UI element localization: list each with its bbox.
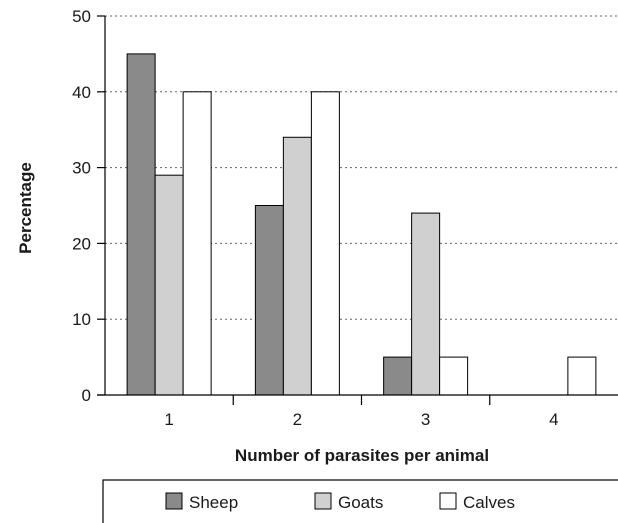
legend-box (102, 479, 618, 523)
legend-swatch-goats (314, 492, 332, 510)
x-tick-label: 2 (293, 410, 302, 429)
bar-calves-2 (310, 91, 340, 396)
legend-label-goats: Goats (338, 493, 383, 512)
y-tick-label: 40 (72, 83, 91, 102)
bar-calves-3 (439, 356, 469, 396)
legend-swatch-sheep (165, 492, 183, 510)
x-tick-label: 3 (421, 410, 430, 429)
x-tick-label: 4 (549, 410, 558, 429)
bar-goats-1 (154, 174, 184, 396)
bar-goats-3 (411, 212, 441, 396)
legend-label-calves: Calves (463, 493, 515, 512)
axes (97, 15, 618, 405)
x-tick-label: 1 (164, 410, 173, 429)
legend: Sheep Goats Calves (102, 479, 618, 523)
y-tick-label: 0 (82, 386, 91, 405)
bar-sheep-1 (126, 53, 156, 396)
bar-goats-2 (282, 136, 312, 396)
bar-calves-1 (182, 91, 212, 396)
bars (126, 53, 597, 396)
bar-sheep-2 (254, 205, 284, 396)
y-tick-label: 30 (72, 159, 91, 178)
y-tick-label: 20 (72, 234, 91, 253)
x-axis-title: Number of parasites per animal (235, 446, 489, 465)
y-tick-label: 50 (72, 7, 91, 26)
y-tick-label: 10 (72, 310, 91, 329)
legend-swatch-calves (439, 492, 457, 510)
legend-label-sheep: Sheep (189, 493, 238, 512)
bar-calves-4 (567, 356, 597, 396)
tick-labels: 0 10 20 30 40 50 1 2 3 4 (72, 7, 559, 429)
bar-sheep-3 (383, 356, 413, 396)
y-axis-title: Percentage (16, 162, 35, 254)
